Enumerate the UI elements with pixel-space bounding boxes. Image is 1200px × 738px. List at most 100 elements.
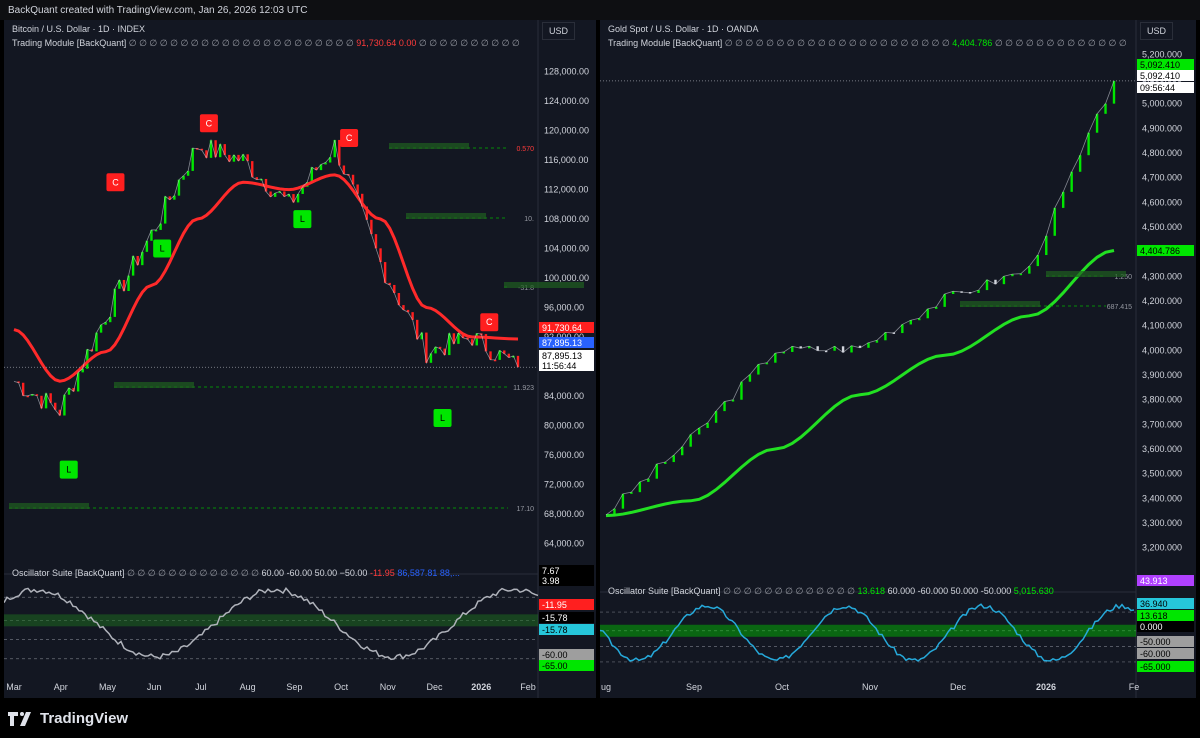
price-candle [638, 481, 642, 493]
price-candle [131, 255, 135, 276]
price-candle [127, 275, 130, 291]
price-candle [457, 332, 460, 344]
price-badge-text: 5,092.410 [1140, 60, 1180, 70]
y-tick-label: 76,000.00 [544, 450, 584, 460]
price-candle [416, 319, 419, 340]
btc-module-legend: Trading Module [BackQuant] ∅ ∅ ∅ ∅ ∅ ∅ ∅… [12, 38, 520, 48]
price-candle [21, 382, 25, 396]
price-candle [168, 196, 171, 200]
price-candle [173, 195, 176, 200]
price-candle [824, 350, 828, 353]
price-candle [748, 374, 752, 382]
price-candle [470, 339, 474, 346]
y-tick-label: 3,900.000 [1142, 370, 1182, 380]
osc-value-badge [539, 612, 594, 623]
price-candle [647, 478, 650, 482]
price-candle [875, 340, 879, 343]
price-candle [1028, 266, 1031, 274]
price-candle [301, 186, 304, 194]
price-candle [613, 508, 616, 515]
price-candle [621, 493, 625, 509]
btc-currency-button[interactable]: USD [542, 22, 576, 40]
price-badge [1137, 82, 1194, 93]
price-candle [1036, 255, 1039, 267]
price-candle [420, 332, 423, 340]
price-candle [186, 170, 190, 176]
x-tick-label: Nov [862, 682, 879, 692]
gold-osc-value-2: 60.000 [887, 586, 916, 596]
y-tick-label: 3,300.000 [1142, 518, 1182, 528]
price-candle [498, 350, 501, 360]
gold-symbol-title: Gold Spot / U.S. Dollar · 1D · OANDA [608, 24, 759, 34]
osc-value-badge [539, 660, 594, 671]
x-tick-label: Sep [686, 682, 702, 692]
price-badge-text: 5,092.410 [1140, 71, 1180, 81]
price-candle [209, 140, 213, 158]
btc-module-value-1: 91,730.64 [356, 38, 397, 48]
btc-chart-panel[interactable]: 128,000.00 124,000.00 120,000.00 116,000.00… [4, 20, 596, 698]
price-candle [104, 322, 107, 325]
y-tick-label: 80,000.00 [544, 420, 584, 430]
x-tick-label: Apr [54, 682, 68, 692]
y-tick-label: 104,000.00 [544, 244, 589, 254]
price-candle [232, 154, 236, 162]
y-tick-label: 4,900.000 [1142, 123, 1182, 133]
osc-value-badge-text: -60.00 [542, 650, 568, 660]
signal-label: L [300, 214, 305, 224]
btc-symbol-title: Bitcoin / U.S. Dollar · 1D · INDEX [12, 24, 146, 34]
price-candle [935, 306, 938, 309]
price-candle [35, 394, 39, 396]
gold-osc-value-5: -50.000 [980, 586, 1012, 596]
price-candle [493, 359, 497, 362]
price-candle [1002, 276, 1006, 285]
price-candle [63, 394, 66, 416]
osc-value-badge-text: -15.78 [542, 613, 568, 623]
price-candle [310, 167, 314, 183]
signal-label: L [160, 244, 165, 254]
price-candle [765, 362, 769, 365]
price-candle [31, 394, 34, 396]
gold-currency-button[interactable]: USD [1140, 22, 1174, 40]
gold-module-legend: Trading Module [BackQuant] ∅ ∅ ∅ ∅ ∅ ∅ ∅… [608, 38, 1127, 48]
osc-value-badge [1137, 621, 1194, 632]
osc-value-badge-text: 36.940 [1140, 599, 1168, 609]
gold-chart-canvas[interactable]: 5,200.0005,100.0005,000.0004,900.0004,80… [600, 20, 1196, 698]
price-candle [985, 279, 989, 291]
price-candle [757, 364, 760, 375]
price-badge-text: 09:56:44 [1140, 83, 1175, 93]
price-badge [539, 360, 594, 371]
osc-value-badge-text: -11.95 [542, 600, 567, 610]
gold-chart-panel[interactable]: 5,200.0005,100.0005,000.0004,900.0004,80… [600, 20, 1196, 698]
price-candle [141, 251, 144, 266]
price-candle [402, 305, 405, 310]
tradingview-logo[interactable]: TradingView [8, 710, 128, 727]
oscillator-line [4, 587, 539, 661]
price-candle [452, 333, 456, 344]
price-badge [539, 337, 594, 348]
price-candle [374, 234, 378, 249]
price-candle [122, 279, 126, 291]
price-candle [489, 351, 492, 360]
price-badge-text: 11:56:44 [542, 361, 576, 371]
price-candle [182, 175, 185, 180]
price-candle [411, 312, 414, 320]
price-candle [994, 279, 997, 285]
gold-oscillator-legend: Oscillator Suite [BackQuant] ∅ ∅ ∅ ∅ ∅ ∅… [608, 586, 1054, 596]
gold-osc-label: Oscillator Suite [BackQuant] [608, 586, 721, 596]
price-candle [516, 355, 520, 368]
price-candle [1045, 235, 1048, 256]
btc-chart-canvas[interactable]: 128,000.00 124,000.00 120,000.00 116,000.00… [4, 20, 596, 698]
osc-value-badge [539, 575, 594, 586]
zone-label: 687.415 [1107, 304, 1132, 311]
x-tick-label: Fe [1129, 682, 1140, 692]
osc-value-badge-text: -65.000 [1140, 662, 1171, 672]
price-candle [438, 346, 442, 349]
gold-osc-value-1: 13.618 [857, 586, 886, 596]
y-tick-label: 3,500.000 [1142, 469, 1182, 479]
price-candle [287, 194, 291, 197]
price-candle [867, 342, 870, 348]
zone-label: 1.250 [1114, 274, 1132, 281]
moving-average-line [13, 173, 519, 383]
x-tick-label: Oct [775, 682, 790, 692]
osc-value-badge-text: 7.67 [542, 566, 560, 576]
